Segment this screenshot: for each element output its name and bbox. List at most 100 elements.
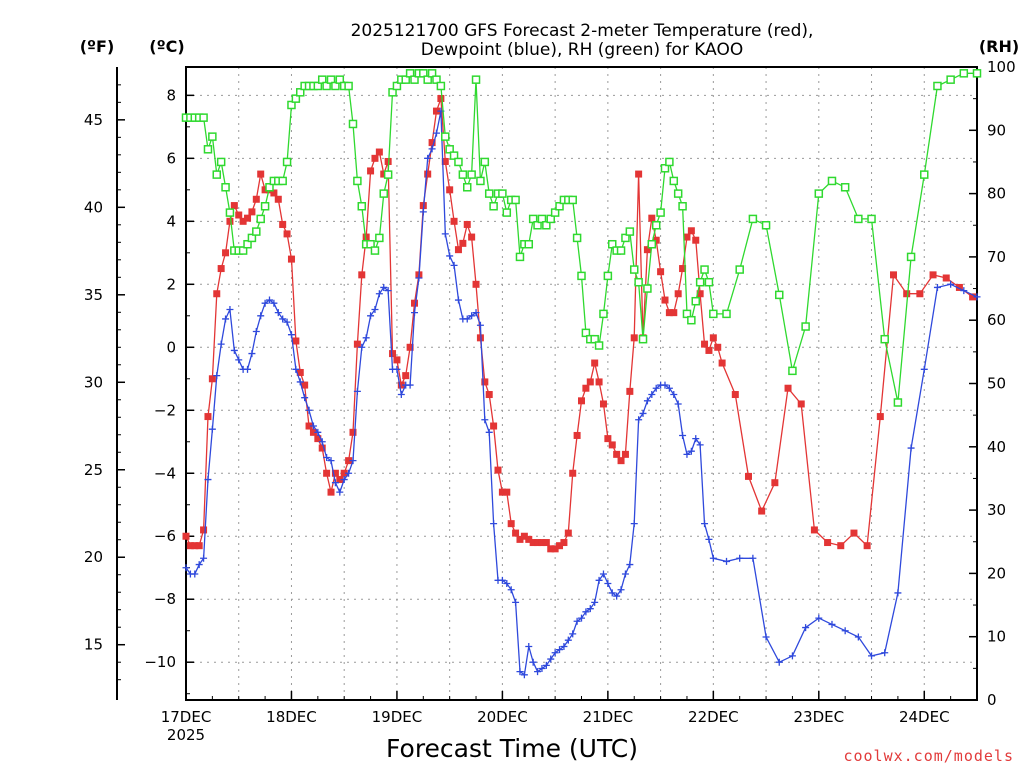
temperature-point [731, 391, 739, 399]
dewpoint-point [441, 230, 449, 238]
dewpoint-point [428, 145, 436, 153]
y-tick-label-celsius: −4 [154, 464, 176, 482]
rh-point [629, 265, 639, 274]
dewpoint-point [252, 328, 260, 336]
x-tick-label: 23DEC [794, 708, 845, 726]
y-tick-label-rh: 70 [987, 248, 1006, 266]
rh-point [840, 183, 850, 192]
temperature-point [837, 542, 845, 550]
rh-point [691, 296, 701, 306]
dewpoint-point [353, 387, 361, 395]
rh-point [515, 252, 525, 262]
temperature-point [323, 469, 331, 477]
temperature-point [362, 233, 370, 241]
x-tick-label: 17DEC [161, 708, 212, 726]
y-tick-label-fahrenheit: 20 [84, 548, 103, 566]
temperature-point [244, 214, 252, 222]
dewpoint-point [520, 671, 528, 679]
dewpoint-point [556, 646, 564, 654]
rh-point [326, 75, 336, 84]
dewpoint-point [397, 391, 405, 399]
dewpoint-point [661, 381, 669, 389]
temperature-point [318, 444, 326, 452]
dewpoint-point [538, 665, 546, 673]
temperature-point [696, 290, 704, 298]
dewpoint-point [208, 425, 216, 433]
rh-point [247, 233, 257, 243]
rh-point [577, 271, 586, 281]
rh-point [735, 265, 744, 274]
rh-point [225, 208, 235, 217]
rh-point [441, 132, 450, 141]
dewpoint-point [411, 309, 419, 317]
dewpoint-point [516, 668, 524, 676]
y-tick-label-celsius: −6 [154, 527, 176, 545]
rh-point [893, 398, 903, 407]
rh-point [704, 277, 714, 287]
rh-point [814, 189, 824, 198]
dewpoint-point [503, 579, 511, 587]
temperature-point [683, 233, 691, 241]
dewpoint-point [626, 561, 634, 569]
temperature-point [876, 413, 884, 421]
rh-point [608, 239, 617, 249]
temperature-point [217, 265, 225, 273]
temperature-point [551, 545, 559, 553]
temperature-point [494, 466, 502, 474]
temperature-point [538, 539, 546, 547]
dewpoint-point [617, 586, 625, 594]
rh-point [722, 309, 731, 319]
temperature-point [468, 233, 476, 241]
dewpoint-point [195, 561, 203, 569]
temperature-point [283, 230, 291, 238]
dewpoint-point [490, 520, 498, 528]
y-tick-label-fahrenheit: 35 [84, 286, 103, 304]
dewpoint-point [485, 428, 493, 436]
temperature-point [358, 271, 366, 279]
unit-label-celsius: (ºC) [149, 37, 184, 56]
dewpoint-point [635, 416, 643, 424]
dewpoint-point [560, 642, 568, 650]
dewpoint-point [371, 305, 379, 313]
temperature-point [648, 214, 656, 222]
y-tick-label-celsius: −10 [144, 653, 176, 671]
rh-point [208, 132, 217, 141]
dewpoint-point [696, 441, 704, 449]
dewpoint-point [868, 652, 876, 660]
rh-point [238, 246, 248, 255]
unit-label-rh: (RH) [979, 37, 1019, 56]
dewpoint-point [604, 579, 612, 587]
rh-point [291, 94, 301, 103]
temperature-point [542, 539, 550, 547]
dewpoint-point [591, 598, 599, 606]
temperature-point [472, 280, 480, 288]
temperature-point [191, 542, 199, 550]
rh-point [243, 239, 252, 249]
y-tick-label-rh: 20 [987, 564, 1006, 582]
dewpoint-point [309, 422, 317, 430]
dewpoint-point [244, 365, 252, 373]
temperature-point [643, 246, 651, 254]
dewpoint-markers [182, 107, 981, 679]
dewpoint-point [507, 586, 515, 594]
temperature-point [261, 186, 269, 194]
dewpoint-point [736, 554, 744, 562]
temperature-point [652, 236, 660, 244]
temperature-point [520, 532, 528, 540]
rh-point [616, 246, 626, 255]
temperature-point [529, 539, 537, 547]
dewpoint-point [907, 444, 915, 452]
dewpoint-point [608, 589, 616, 597]
dewpoint-point [841, 627, 849, 635]
dewpoint-point [670, 391, 678, 399]
temperature-point [709, 334, 717, 342]
temperature-point [331, 469, 339, 477]
rh-point [287, 100, 296, 110]
rh-point [449, 151, 459, 160]
rh-point [265, 183, 274, 192]
temperature-point [279, 220, 287, 228]
y-tick-label-fahrenheit: 25 [84, 461, 103, 479]
dewpoint-point [586, 605, 594, 613]
temperature-point [617, 457, 625, 465]
rh-point [603, 271, 613, 281]
